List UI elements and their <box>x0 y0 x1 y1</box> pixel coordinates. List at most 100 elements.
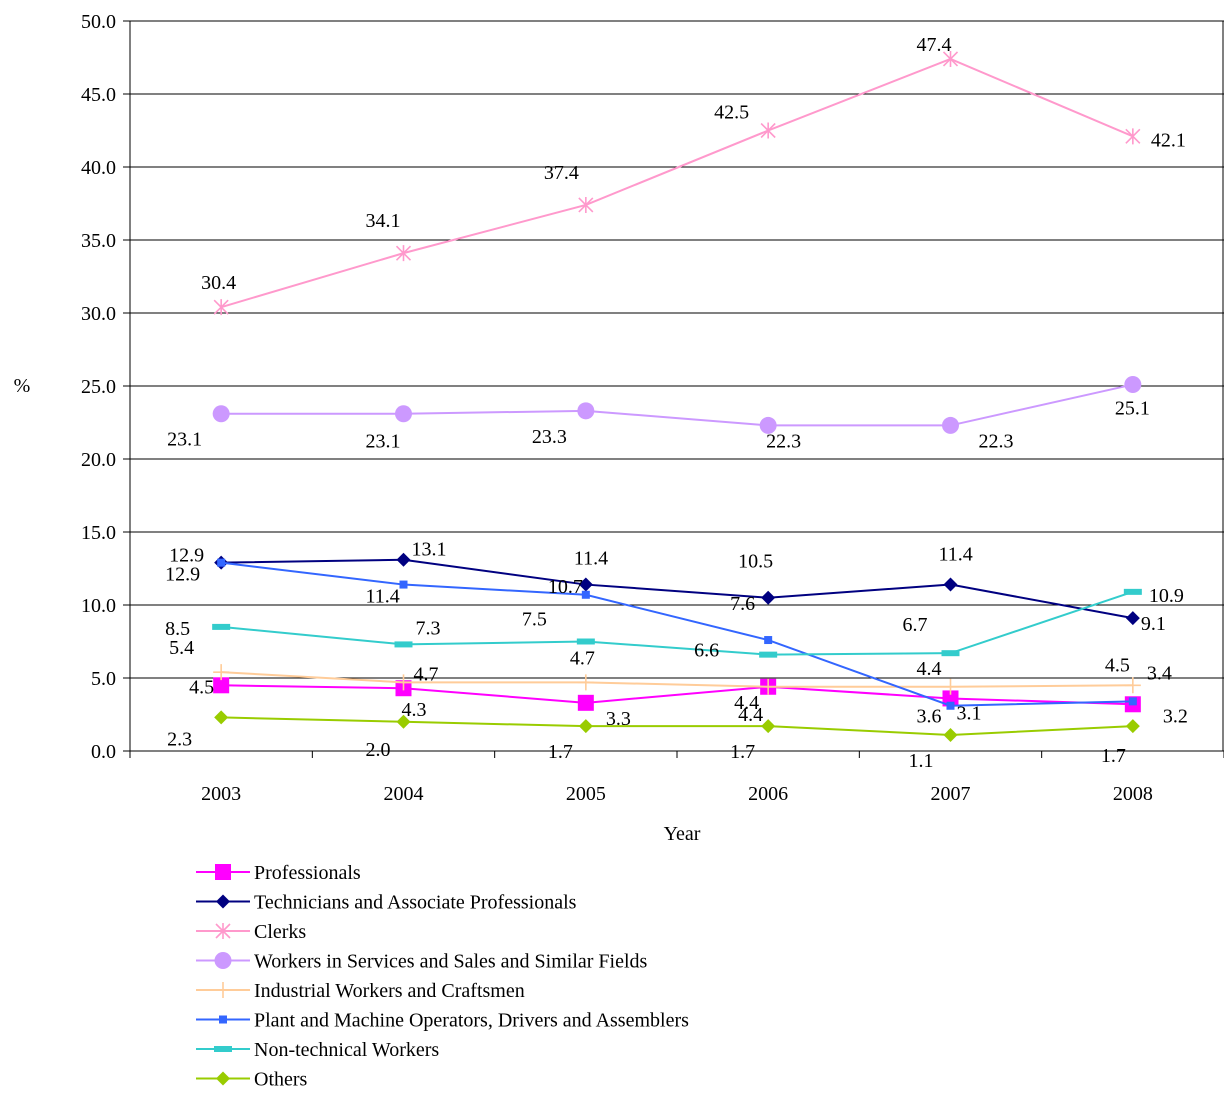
data-label: 3.1 <box>957 703 982 725</box>
data-point <box>578 577 593 592</box>
series-line <box>221 716 1133 736</box>
data-label: 8.5 <box>165 618 190 640</box>
y-tick-label: 10.0 <box>81 595 116 617</box>
data-point <box>214 710 229 725</box>
y-tick-label: 40.0 <box>81 157 116 179</box>
data-label: 12.9 <box>165 564 200 586</box>
data-label: 3.4 <box>1147 662 1172 684</box>
data-point <box>941 650 960 657</box>
x-axis-title: Year <box>664 823 701 845</box>
data-label: 4.4 <box>734 692 759 714</box>
data-point <box>1125 128 1141 145</box>
data-point <box>394 641 413 648</box>
data-point <box>1125 611 1140 626</box>
data-point <box>942 678 959 695</box>
data-label: 11.4 <box>939 544 973 566</box>
x-tick-label: 2005 <box>566 783 606 805</box>
legend-marker <box>215 982 231 998</box>
data-label: 9.1 <box>1141 613 1166 635</box>
data-label: 2.0 <box>366 739 391 761</box>
y-tick-label: 45.0 <box>81 84 116 106</box>
data-label: 10.7 <box>548 576 583 598</box>
data-label: 4.5 <box>189 676 214 698</box>
series-line <box>221 558 1134 620</box>
data-point <box>212 405 230 423</box>
data-label: 7.3 <box>416 617 441 639</box>
legend-label: Plant and Machine Operators, Drivers and… <box>254 1010 689 1032</box>
data-label: 7.6 <box>730 593 755 615</box>
legend-label: Technicians and Associate Professionals <box>254 892 577 914</box>
legend-item: Others <box>196 1069 308 1091</box>
data-point <box>1124 376 1142 394</box>
data-label: 25.1 <box>1115 398 1150 420</box>
data-point <box>217 558 226 567</box>
legend-label: Workers in Services and Sales and Simila… <box>254 951 648 973</box>
data-point <box>396 552 411 567</box>
data-point <box>760 122 776 139</box>
data-label: 3.2 <box>1163 705 1188 727</box>
data-label: 30.4 <box>201 272 236 294</box>
y-axis-title: % <box>14 375 31 397</box>
y-tick-label: 15.0 <box>81 522 116 544</box>
data-point <box>213 677 230 694</box>
y-tick-label: 20.0 <box>81 449 116 471</box>
legend-marker <box>214 1046 232 1052</box>
legend-item: Clerks <box>196 921 306 943</box>
data-point <box>942 50 959 67</box>
data-point <box>395 245 412 262</box>
y-tick-label: 25.0 <box>81 376 116 398</box>
data-point <box>1128 697 1137 706</box>
data-point <box>578 719 593 734</box>
data-point <box>942 416 959 434</box>
data-point <box>212 623 231 630</box>
data-label: 6.7 <box>903 614 928 636</box>
series-plant-and-machine-operators-drivers-and-assemblers <box>217 558 1137 710</box>
legend-item: Professionals <box>196 862 361 884</box>
data-label: 4.7 <box>570 647 595 669</box>
data-point <box>943 727 958 742</box>
data-point <box>1125 719 1140 734</box>
series-technicians-and-associate-professionals <box>214 552 1140 626</box>
data-point <box>577 674 594 691</box>
data-point <box>577 402 595 420</box>
x-tick-label: 2008 <box>1113 783 1153 805</box>
data-label: 10.9 <box>1149 585 1184 607</box>
data-label: 11.4 <box>574 548 608 570</box>
legend-marker <box>214 952 232 969</box>
x-tick-label: 2004 <box>384 783 424 805</box>
data-label: 6.6 <box>694 640 719 662</box>
data-label: 10.5 <box>738 551 773 573</box>
series-line <box>221 383 1134 427</box>
legend-item: Industrial Workers and Craftsmen <box>196 980 525 1002</box>
data-point <box>395 405 412 423</box>
data-point <box>396 714 411 729</box>
data-label: 2.3 <box>167 728 192 750</box>
data-label: 23.1 <box>366 431 401 453</box>
data-label: 1.7 <box>548 741 573 763</box>
series-line <box>221 561 1133 707</box>
data-point <box>395 674 412 691</box>
legend-item: Workers in Services and Sales and Simila… <box>196 951 648 973</box>
data-label: 7.5 <box>522 609 547 631</box>
data-point <box>213 664 230 681</box>
series-others <box>214 710 1140 742</box>
legend-marker <box>216 1071 230 1086</box>
y-tick-label: 50.0 <box>81 11 116 33</box>
data-point <box>1124 677 1141 694</box>
data-label: 4.7 <box>414 663 439 685</box>
data-point <box>1123 588 1142 595</box>
legend-marker <box>216 894 230 909</box>
data-label: 47.4 <box>917 34 952 56</box>
data-label: 34.1 <box>366 210 401 232</box>
legend-marker <box>215 923 231 939</box>
legend-label: Clerks <box>254 921 306 943</box>
y-tick-label: 30.0 <box>81 303 116 325</box>
data-label: 42.1 <box>1151 129 1186 151</box>
series-line <box>221 671 1133 688</box>
data-label: 12.9 <box>169 545 204 567</box>
legend-label: Industrial Workers and Craftsmen <box>254 980 525 1002</box>
data-label: 22.3 <box>766 430 801 452</box>
data-point <box>577 694 594 711</box>
